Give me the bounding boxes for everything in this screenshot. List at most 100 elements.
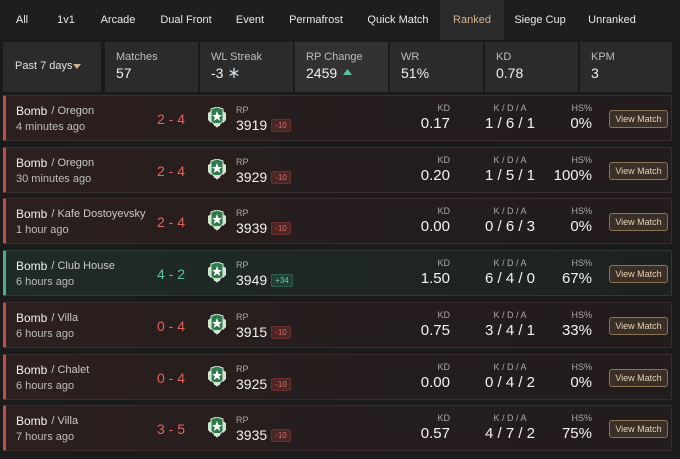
score: 3 - 5 [156,421,185,438]
match-row: Bomb / Kafe Dostoyevsky 1 hour ago 2 - 4 RP 3… [3,198,672,245]
kd-label: KD [437,206,450,217]
kd-value: 0.00 [420,373,450,391]
game-mode: Bomb [16,414,48,429]
stat-cell: KD 0.78 [485,42,578,92]
map-name: / Villa [51,311,79,324]
period-select[interactable]: Past 7 days [3,42,101,92]
stat-cell: WL Streak -3 [200,42,293,92]
rp-value: 3949 [236,272,268,289]
view-match-button[interactable]: View Match [609,368,668,387]
map-name: / Kafe Dostoyevsky [51,208,146,221]
kda-label: K / D / A [493,361,527,372]
map-name: / Chalet [51,363,90,376]
hs-label: HS% [571,413,592,424]
rp-delta: -10 [271,170,291,184]
rp-delta: -10 [271,429,291,443]
kd-value: 1.50 [420,270,450,288]
match-row: Bomb / Oregon 30 minutes ago 2 - 4 RP 3929 -10… [3,146,672,193]
rank-icon [208,313,226,335]
map-name: / Oregon [51,105,95,117]
kda-label: K / D / A [493,154,527,165]
hs-value: 0% [570,115,592,132]
tab[interactable]: Ranked [440,0,504,40]
hs-value: 0% [570,218,592,236]
kda-value: 6 / 4 / 0 [484,270,536,288]
rp-value: 3919 [236,117,268,133]
view-match-button[interactable]: View Match [609,420,668,439]
rank-icon [208,158,226,180]
game-mode: Bomb [16,310,48,325]
match-row: Bomb / Club House 6 hours ago 4 - 2 RP 3949 +3… [3,250,672,297]
match-time: 6 hours ago [16,379,75,392]
stat-label: WL Streak [211,51,262,63]
tab-bar: All 1v1 Arcade Dual Front Event Permafrost Qui… [0,0,680,40]
tab[interactable]: 1v1 [57,14,75,26]
kda-value: 0 / 4 / 2 [484,373,536,391]
kd-value: 0.75 [420,321,450,339]
game-mode: Bomb [16,362,48,377]
kda-label: K / D / A [493,413,527,424]
rp-label: RP [236,363,249,374]
hs-label: HS% [571,361,592,372]
match-row: Bomb / Villa 7 hours ago 3 - 5 RP 3935 -10 KD 0.… [3,405,672,452]
stat-label: Matches [116,51,158,63]
kd-label: KD [437,309,450,320]
period-label: Past 7 days [15,60,73,72]
kda-label: K / D / A [493,309,527,320]
view-match-button[interactable]: View Match [609,213,668,232]
rp-label: RP [236,208,249,219]
stat-cell: WR 51% [390,42,483,92]
rank-icon [208,365,226,387]
tab[interactable]: Dual Front [160,14,212,26]
map-name: / Villa [51,415,79,428]
tab[interactable]: Arcade [100,14,136,26]
hs-value: 0% [570,373,592,391]
kd-label: KD [437,413,450,424]
match-time: 1 hour ago [16,224,69,237]
view-match-button[interactable]: View Match [609,265,668,284]
stat-cell: Matches 57 [105,42,198,92]
streak-icon [229,68,239,78]
hs-label: HS% [571,103,592,113]
score: 2 - 4 [156,111,185,127]
game-mode: Bomb [16,155,48,170]
game-mode: Bomb [16,207,48,222]
map-name: / Club House [51,260,115,273]
tab[interactable]: Siege Cup [514,14,566,26]
rp-label: RP [236,156,249,167]
stat-value: 57 [116,65,132,81]
stat-cell: KPM 3 [580,42,672,92]
view-match-button[interactable]: View Match [609,161,668,180]
rp-delta: -10 [271,377,291,391]
view-match-button[interactable]: View Match [609,110,668,128]
kda-value: 4 / 7 / 2 [484,425,536,443]
rank-icon [208,107,226,128]
rp-value: 3929 [236,168,268,185]
tab[interactable]: Permafrost [289,14,343,26]
match-time: 6 hours ago [16,276,75,289]
stat-value: 0.78 [496,65,524,81]
tab[interactable]: All [15,14,29,26]
kda-value: 3 / 4 / 1 [484,321,536,339]
hs-label: HS% [571,258,592,269]
hs-label: HS% [571,206,592,217]
map-name: / Oregon [51,156,95,169]
stat-value: 2459 [306,65,338,81]
kda-value: 1 / 6 / 1 [484,115,536,132]
tab[interactable]: Event [235,14,265,26]
view-match-button[interactable]: View Match [609,316,668,335]
tab[interactable]: Quick Match [367,14,429,26]
match-time: 7 hours ago [16,431,75,444]
rp-delta: -10 [271,119,291,132]
rp-value: 3939 [236,220,268,237]
tab[interactable]: Unranked [588,14,636,26]
summary-bar: Past 7 days Matches 57 WL Streak -3 RP Chang… [3,42,672,92]
trend-arrow [343,69,352,75]
stat-label: KD [496,51,512,63]
kd-label: KD [437,103,450,113]
stat-cell: RP Change 2459 [295,42,388,92]
rp-value: 3925 [236,375,268,392]
game-mode: Bomb [16,104,48,118]
score: 2 - 4 [156,162,185,179]
